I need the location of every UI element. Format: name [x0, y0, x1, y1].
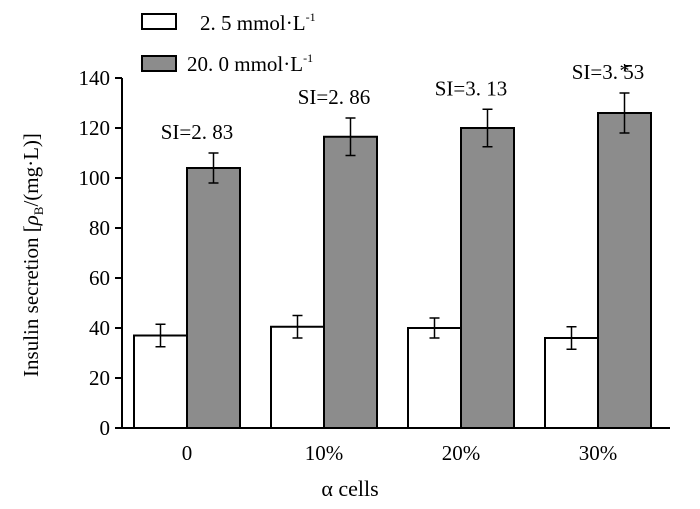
- y-tick-label: 120: [79, 116, 111, 140]
- y-tick-label: 100: [79, 166, 111, 190]
- x-tick-label: 10%: [305, 441, 344, 465]
- y-tick-label: 140: [79, 66, 111, 90]
- bar-low-0: [133, 334, 188, 429]
- bar-high-1: [323, 135, 378, 429]
- bars: SI=2. 83 SI=2. 86 SI=3. 13 SI=3. 53*: [133, 60, 652, 429]
- legend-label-20-0-sup: -1: [303, 51, 313, 65]
- significance-marker: *: [620, 60, 630, 82]
- legend-label-20-0: 20. 0 mmol·L-1: [187, 51, 313, 76]
- bar-high-2: [460, 127, 515, 429]
- bar-low-3: [544, 337, 599, 429]
- y-axis: 0 20 40 60 80 100 120 140: [79, 66, 122, 440]
- legend-label-2-5: 2. 5 mmol·L-1: [200, 10, 316, 35]
- y-axis-title: Insulin secretion [ρB/(mg·L)]: [19, 133, 46, 377]
- x-tick-label: 30%: [579, 441, 618, 465]
- y-tick-label: 0: [100, 416, 111, 440]
- legend-swatch-20-0: [141, 55, 177, 72]
- bar-low-2: [407, 327, 462, 429]
- bar-high-0: [186, 167, 241, 429]
- y-tick-label: 80: [89, 216, 110, 240]
- legend: 2. 5 mmol·L-1 20. 0 mmol·L-1: [141, 10, 316, 76]
- si-annotation: SI=3. 53: [572, 60, 645, 84]
- legend-swatch-2-5: [141, 13, 177, 30]
- y-tick-label: 40: [89, 316, 110, 340]
- bar-high-3: [597, 112, 652, 429]
- y-tick-label: 20: [89, 366, 110, 390]
- legend-label-2-5-sup: -1: [306, 10, 316, 24]
- x-axis: 0 10% 20% 30%: [182, 441, 618, 465]
- si-annotation: SI=3. 13: [435, 76, 508, 100]
- x-axis-title: α cells: [321, 476, 378, 501]
- x-tick-label: 20%: [442, 441, 481, 465]
- bar-low-1: [270, 325, 325, 429]
- si-annotation: SI=2. 86: [298, 85, 371, 109]
- y-tick-label: 60: [89, 266, 110, 290]
- si-annotation: SI=2. 83: [161, 120, 234, 144]
- x-tick-label: 0: [182, 441, 193, 465]
